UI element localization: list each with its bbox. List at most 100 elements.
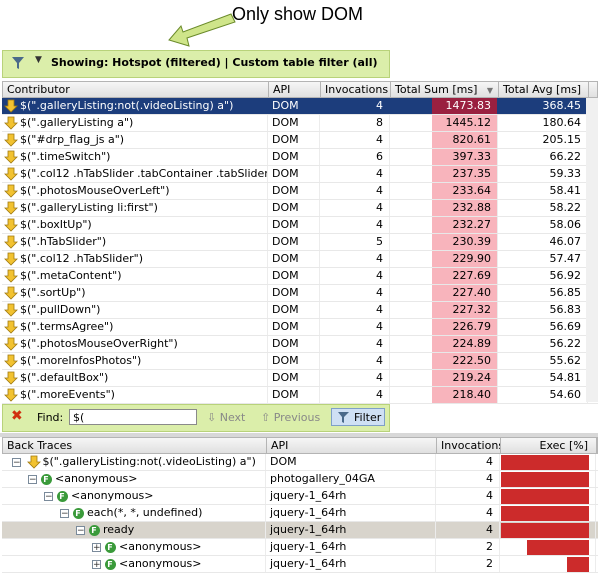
table-row[interactable]: $(".col12 .hTabSlider") DOM 4 229.90 57.47 [2,251,598,268]
function-icon: F [104,558,116,570]
arrow-down-icon [4,201,18,215]
table-row[interactable]: $(".galleryListing li:first") DOM 4 232.88 5… [2,200,598,217]
table-row[interactable]: $(".photosMouseOverLeft") DOM 4 233.64 58.41 [2,183,598,200]
table-row[interactable]: $(".hTabSlider") DOM 5 230.39 46.07 [2,234,598,251]
exec-cell [500,556,596,572]
table-row[interactable]: $(".termsAgree") DOM 4 226.79 56.69 [2,319,598,336]
contributor-text: $("#drp_flag_js a") [20,133,125,146]
total-sum-cell: 1473.83 [432,98,498,114]
invocations-cell: 8 [320,115,390,131]
invocations-cell: 4 [320,183,390,199]
total-avg-cell: 56.85 [498,285,588,301]
invocations-cell: 4 [320,353,390,369]
contributor-cell: $(".col12 .hTabSlider .tabContainer .tab… [2,166,268,182]
total-avg-cell: 55.62 [498,353,588,369]
tree-row[interactable]: − F each(*, *, undefined) jquery-1_64rh 4 [2,505,598,522]
function-icon: F [40,473,52,485]
total-avg-cell: 54.81 [498,370,588,386]
table-row[interactable]: $(".galleryListing:not(.videoListing) a"… [2,98,598,115]
column-header-total-avg[interactable]: Total Avg [ms] [499,82,589,97]
tree-toggle-icon[interactable]: − [76,525,85,536]
next-button[interactable]: ⇩ Next [207,411,245,424]
top-table-scrollbar[interactable] [586,98,598,402]
exec-cell [500,488,596,504]
invocations-cell: 4 [320,285,390,301]
chevron-down-icon[interactable]: ▼ [35,55,42,65]
column-header-api[interactable]: API [267,438,437,453]
contributor-text: $(".photosMouseOverRight") [20,337,178,350]
close-icon[interactable]: ✖ [11,408,23,424]
table-row[interactable]: $(".photosMouseOverRight") DOM 4 224.89 56.2… [2,336,598,353]
table-row[interactable]: $(".timeSwitch") DOM 6 397.33 66.22 [2,149,598,166]
tree-row[interactable]: − F <anonymous> jquery-1_64rh 4 [2,488,598,505]
invocations-cell: 4 [320,268,390,284]
back-trace-cell: + F <anonymous> [2,556,266,572]
filter-icon [338,412,349,423]
api-cell: DOM [268,149,320,165]
api-cell: DOM [268,353,320,369]
api-cell: DOM [268,319,320,335]
tree-toggle-icon[interactable]: + [92,559,101,570]
column-header-exec[interactable]: Exec [%] [501,438,597,453]
tree-toggle-icon[interactable]: − [60,508,69,519]
tree-toggle-icon[interactable]: + [92,542,101,553]
column-header-total-sum[interactable]: Total Sum [ms] ▼ [391,82,499,97]
total-sum-cell: 397.33 [432,149,498,165]
tree-toggle-icon[interactable]: − [44,491,53,502]
back-trace-text: $(".galleryListing:not(.videoListing) a"… [42,455,256,468]
table-row[interactable]: $(".pullDown") DOM 4 227.32 56.83 [2,302,598,319]
annotation-arrow [168,13,236,47]
table-row[interactable]: $(".moreInfosPhotos") DOM 4 222.50 55.62 [2,353,598,370]
api-cell: DOM [268,336,320,352]
invocations-cell: 4 [436,522,500,538]
tree-row[interactable]: − F ready jquery-1_64rh 4 [2,522,598,539]
api-cell: DOM [268,370,320,386]
tree-toggle-icon[interactable]: − [28,474,37,485]
back-trace-cell: − F <anonymous> [2,471,266,487]
column-header-invocations[interactable]: Invocations [437,438,501,453]
arrow-down-icon [4,320,18,334]
tree-row[interactable]: − $(".galleryListing:not(.videoListing) … [2,454,598,471]
contributor-text: $(".boxItUp") [20,218,92,231]
panel-splitter[interactable] [0,433,598,437]
table-row[interactable]: $(".moreEvents") DOM 4 218.40 54.60 [2,387,598,404]
total-avg-cell: 205.15 [498,132,588,148]
api-cell: DOM [268,268,320,284]
filter-button[interactable]: Filter [331,408,385,426]
arrow-down-icon [4,218,18,232]
filter-icon[interactable] [11,56,25,70]
column-header-back-traces[interactable]: Back Traces [3,438,267,453]
tree-toggle-icon[interactable]: − [12,457,21,468]
total-sum-cell: 227.32 [432,302,498,318]
column-header-contributor[interactable]: Contributor [3,82,269,97]
total-avg-cell: 59.33 [498,166,588,182]
total-sum-cell: 230.39 [432,234,498,250]
back-trace-text: <anonymous> [119,540,202,553]
table-row[interactable]: $(".col12 .hTabSlider .tabContainer .tab… [2,166,598,183]
back-trace-cell: − F ready [2,522,266,538]
total-sum-cell: 237.35 [432,166,498,182]
tree-row[interactable]: + F <anonymous> jquery-1_64rh 2 [2,556,598,573]
table-row[interactable]: $("#drp_flag_js a") DOM 4 820.61 205.15 [2,132,598,149]
api-cell: DOM [268,387,320,403]
column-header-api[interactable]: API [269,82,321,97]
table-row[interactable]: $(".galleryListing a") DOM 8 1445.12 180.64 [2,115,598,132]
table-row[interactable]: $(".boxItUp") DOM 4 232.27 58.06 [2,217,598,234]
column-header-invocations[interactable]: Invocations [321,82,391,97]
tree-row[interactable]: − F <anonymous> photogallery_04GA 4 [2,471,598,488]
tree-row[interactable]: + F <anonymous> jquery-1_64rh 2 [2,539,598,556]
table-row[interactable]: $(".sortUp") DOM 4 227.40 56.85 [2,285,598,302]
total-sum-cell: 227.40 [432,285,498,301]
filter-bar: ▼ Showing: Hotspot (filtered) | Custom t… [2,50,390,78]
contributor-cell: $(".metaContent") [2,268,268,284]
table-row[interactable]: $(".metaContent") DOM 4 227.69 56.92 [2,268,598,285]
contributor-cell: $(".sortUp") [2,285,268,301]
api-cell: jquery-1_64rh [266,539,436,555]
invocations-cell: 4 [320,302,390,318]
find-input[interactable] [69,409,197,425]
contributor-text: $(".galleryListing:not(.videoListing) a"… [20,99,234,112]
table-row[interactable]: $(".defaultBox") DOM 4 219.24 54.81 [2,370,598,387]
previous-button[interactable]: ⇧ Previous [261,411,320,424]
invocations-cell: 4 [320,200,390,216]
contributor-text: $(".photosMouseOverLeft") [20,184,170,197]
